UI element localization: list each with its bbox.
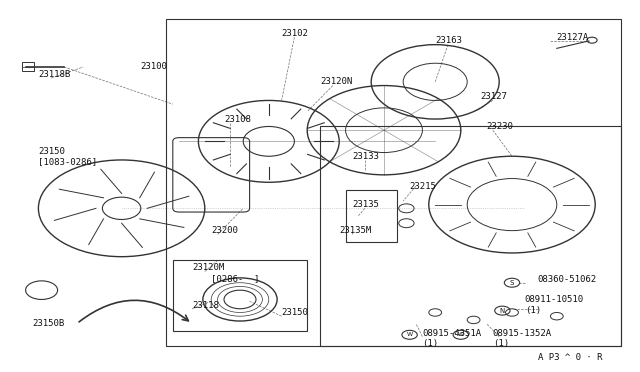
Text: 23127: 23127 bbox=[480, 92, 507, 101]
Text: 23127A: 23127A bbox=[557, 33, 589, 42]
Text: 08911-10510
(1): 08911-10510 (1) bbox=[525, 295, 584, 315]
Text: A P3 ^ 0 · R: A P3 ^ 0 · R bbox=[538, 353, 602, 362]
Text: 23100: 23100 bbox=[141, 62, 168, 71]
Text: W: W bbox=[406, 332, 413, 337]
Text: 08915-1352A
(1): 08915-1352A (1) bbox=[493, 329, 552, 348]
Text: 23120N: 23120N bbox=[320, 77, 352, 86]
Text: 23118B: 23118B bbox=[38, 70, 70, 79]
Text: 23150: 23150 bbox=[282, 308, 308, 317]
Text: 23230: 23230 bbox=[486, 122, 513, 131]
Text: 23200: 23200 bbox=[211, 226, 238, 235]
Text: 08915-4351A
(1): 08915-4351A (1) bbox=[422, 329, 481, 348]
Text: 23108: 23108 bbox=[224, 115, 251, 124]
Text: 23102: 23102 bbox=[282, 29, 308, 38]
Text: 23215: 23215 bbox=[410, 182, 436, 190]
Text: 23118: 23118 bbox=[192, 301, 219, 310]
Text: 23135M: 23135M bbox=[339, 226, 371, 235]
Text: 23120M: 23120M bbox=[192, 263, 224, 272]
Text: N: N bbox=[500, 308, 505, 314]
Text: 23150B: 23150B bbox=[32, 319, 64, 328]
Text: S: S bbox=[510, 280, 514, 286]
Text: [0286-  ]: [0286- ] bbox=[211, 275, 260, 283]
Text: 08360-51062: 08360-51062 bbox=[538, 275, 596, 283]
Text: 23163: 23163 bbox=[435, 36, 462, 45]
Text: 23150
[1083-0286]: 23150 [1083-0286] bbox=[38, 147, 97, 166]
Text: W: W bbox=[458, 332, 464, 337]
Text: 23133: 23133 bbox=[352, 152, 379, 161]
Text: 23135: 23135 bbox=[352, 200, 379, 209]
